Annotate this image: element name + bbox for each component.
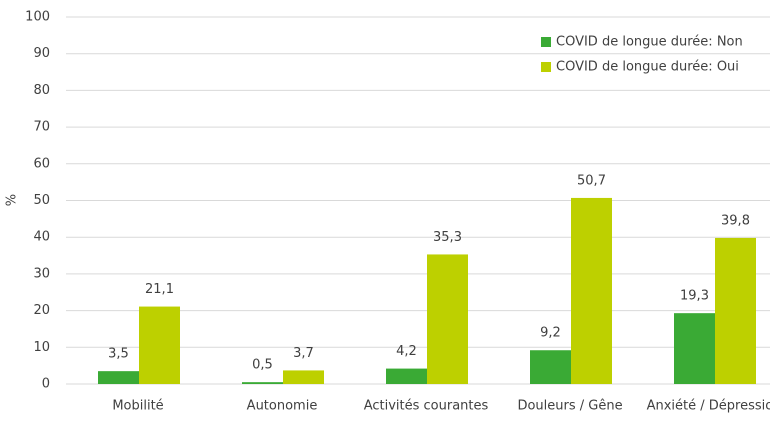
y-tick-label: 60: [33, 156, 50, 171]
bar: [427, 254, 468, 384]
data-label: 3,7: [293, 346, 314, 361]
y-tick-label: 10: [33, 340, 50, 355]
y-tick-label: 80: [33, 83, 50, 98]
bar: [98, 371, 139, 384]
y-tick-label: 40: [33, 230, 50, 245]
legend-label: COVID de longue durée: Oui: [556, 60, 739, 75]
x-tick-label: Anxiété / Dépression: [647, 399, 770, 414]
legend-swatch: [541, 62, 551, 72]
bar: [715, 237, 756, 384]
y-tick-label: 0: [42, 377, 50, 392]
data-label: 35,3: [433, 230, 462, 245]
y-tick-label: 20: [33, 303, 50, 318]
y-axis-label: %: [5, 194, 20, 206]
data-label: 21,1: [145, 282, 174, 297]
data-label: 4,2: [396, 344, 417, 359]
x-tick-label: Mobilité: [112, 399, 163, 414]
bar: [242, 382, 283, 384]
legend-label: COVID de longue durée: Non: [556, 35, 743, 50]
x-tick-label: Activités courantes: [364, 399, 489, 414]
data-label: 50,7: [577, 173, 606, 188]
y-tick-label: 100: [25, 10, 50, 25]
bar: [386, 368, 427, 384]
y-tick-label: 30: [33, 266, 50, 281]
data-label: 3,5: [108, 347, 129, 362]
y-tick-label: 70: [33, 120, 50, 135]
bar: [530, 350, 571, 384]
data-label: 39,8: [721, 213, 750, 228]
data-label: 0,5: [252, 358, 273, 373]
y-tick-label: 50: [33, 193, 50, 208]
legend-swatch: [541, 37, 551, 47]
bar: [283, 370, 324, 384]
y-tick-label: 90: [33, 46, 50, 61]
data-label: 19,3: [680, 289, 709, 304]
x-tick-label: Douleurs / Gêne: [517, 399, 622, 414]
data-label: 9,2: [540, 326, 561, 341]
bar: [674, 313, 715, 384]
bar: [571, 197, 612, 384]
x-tick-label: Autonomie: [247, 399, 318, 414]
bar: [139, 306, 180, 384]
